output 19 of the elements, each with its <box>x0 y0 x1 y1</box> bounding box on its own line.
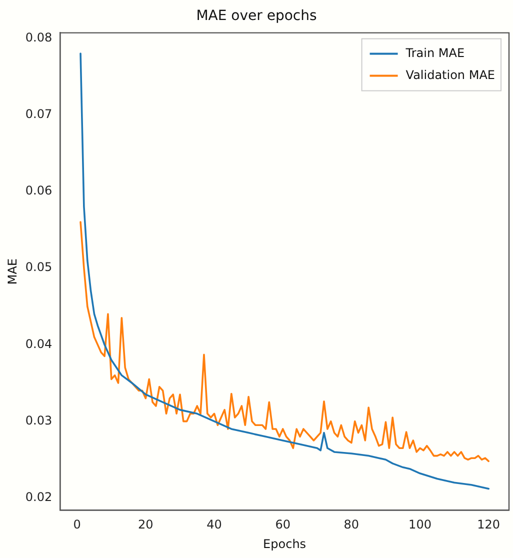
y-tick-label: 0.08 <box>25 30 52 44</box>
y-tick-label: 0.06 <box>25 184 52 198</box>
x-tick-label: 40 <box>206 518 222 532</box>
x-tick-label: 60 <box>275 518 290 532</box>
legend-label: Train MAE <box>404 46 465 60</box>
x-tick-label: 100 <box>408 518 432 532</box>
x-tick-label: 0 <box>73 518 81 532</box>
chart-title: MAE over epochs <box>196 8 317 24</box>
y-tick-label: 0.02 <box>25 490 52 504</box>
y-tick-label: 0.03 <box>25 413 52 428</box>
x-tick-label: 20 <box>138 518 154 532</box>
y-tick-label: 0.07 <box>25 106 52 121</box>
x-axis-title: Epochs <box>263 536 306 551</box>
x-tick-label: 120 <box>477 518 500 532</box>
y-axis-title: MAE <box>5 258 20 285</box>
legend-label: Validation MAE <box>406 68 496 82</box>
y-tick-label: 0.04 <box>25 336 52 351</box>
y-tick-label: 0.05 <box>25 260 52 274</box>
x-tick-label: 80 <box>344 518 360 532</box>
